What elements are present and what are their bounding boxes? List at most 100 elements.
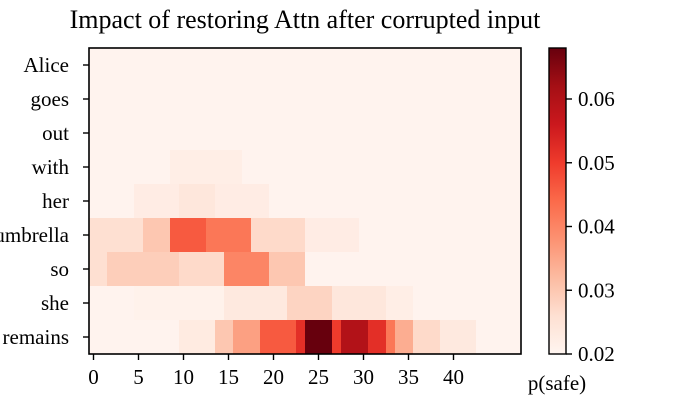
heatmap-cell xyxy=(323,116,333,151)
heatmap-cell xyxy=(251,150,261,185)
heatmap-cell xyxy=(485,48,495,83)
heatmap-cell xyxy=(197,150,207,185)
heatmap-cell xyxy=(332,252,342,287)
colorbar-tick-label: 0.03 xyxy=(578,278,615,302)
heatmap-cell xyxy=(161,116,171,151)
heatmap-cell xyxy=(179,48,189,83)
heatmap-cell xyxy=(170,252,180,287)
heatmap-cell xyxy=(476,116,486,151)
heatmap-cell xyxy=(296,286,306,321)
heatmap-cell xyxy=(233,252,243,287)
heatmap-cell xyxy=(233,82,243,117)
heatmap-cell xyxy=(359,286,369,321)
heatmap-cell xyxy=(125,218,135,253)
heatmap-cell xyxy=(296,48,306,83)
heatmap-cell xyxy=(332,320,342,354)
heatmap-cell xyxy=(377,48,387,83)
heatmap-cell xyxy=(170,150,180,185)
heatmap-cell xyxy=(179,184,189,219)
heatmap-cell xyxy=(305,252,315,287)
heatmap-cell xyxy=(278,82,288,117)
heatmap-cell xyxy=(512,320,521,354)
y-tick-label: umbrella xyxy=(0,223,70,247)
heatmap-cell xyxy=(350,184,360,219)
heatmap-cell xyxy=(440,218,450,253)
heatmap-cell xyxy=(170,184,180,219)
heatmap-cell xyxy=(431,184,441,219)
heatmap-cell xyxy=(350,218,360,253)
heatmap-cell xyxy=(233,320,243,354)
heatmap-cell xyxy=(404,82,414,117)
heatmap-cell xyxy=(287,82,297,117)
heatmap-cell xyxy=(143,116,153,151)
heatmap-cell xyxy=(368,320,378,354)
heatmap-cell xyxy=(305,184,315,219)
heatmap-cell xyxy=(341,82,351,117)
heatmap-cell xyxy=(251,286,261,321)
heatmap-cell xyxy=(404,48,414,83)
heatmap-cell xyxy=(314,48,324,83)
heatmap-cell xyxy=(494,252,504,287)
heatmap-cell xyxy=(143,184,153,219)
heatmap-cell xyxy=(404,320,414,354)
heatmap-cell xyxy=(260,48,270,83)
heatmap-cell xyxy=(251,48,261,83)
heatmap-cell xyxy=(251,252,261,287)
heatmap-cell xyxy=(170,116,180,151)
heatmap-cell xyxy=(242,252,252,287)
heatmap-cell xyxy=(170,82,180,117)
heatmap-cell xyxy=(161,286,171,321)
x-tick-label: 5 xyxy=(133,365,144,389)
heatmap-cell xyxy=(386,150,396,185)
heatmap-cell xyxy=(422,252,432,287)
heatmap-cell xyxy=(143,48,153,83)
heatmap-cell xyxy=(224,218,234,253)
heatmap-cell xyxy=(503,116,513,151)
heatmap-cell xyxy=(251,116,261,151)
heatmap-cell xyxy=(431,320,441,354)
heatmap-cell xyxy=(125,150,135,185)
colorbar-gradient xyxy=(548,47,567,355)
heatmap-cell xyxy=(404,184,414,219)
heatmap-cell xyxy=(242,320,252,354)
heatmap-cell xyxy=(233,286,243,321)
x-tick-label: 20 xyxy=(263,365,284,389)
heatmap-cell xyxy=(215,320,225,354)
heatmap-cell xyxy=(476,320,486,354)
heatmap-cell xyxy=(467,116,477,151)
heatmap-cell xyxy=(116,320,126,354)
heatmap-cell xyxy=(188,218,198,253)
heatmap-cell xyxy=(98,184,108,219)
heatmap-cell xyxy=(134,116,144,151)
heatmap-cell xyxy=(89,116,99,151)
heatmap-cell xyxy=(413,218,423,253)
heatmap-cells xyxy=(89,48,521,354)
heatmap-cell xyxy=(287,286,297,321)
heatmap-cell xyxy=(206,48,216,83)
heatmap-cell xyxy=(143,218,153,253)
heatmap-cell xyxy=(287,116,297,151)
heatmap-cell xyxy=(179,116,189,151)
heatmap-cell xyxy=(476,82,486,117)
y-tick-label: Alice xyxy=(24,53,69,77)
heatmap-cell xyxy=(305,150,315,185)
heatmap-cell xyxy=(341,286,351,321)
heatmap-cell xyxy=(395,218,405,253)
heatmap-cell xyxy=(395,116,405,151)
heatmap-cell xyxy=(350,82,360,117)
heatmap-cell xyxy=(152,218,162,253)
heatmap-cell xyxy=(260,252,270,287)
heatmap-cell xyxy=(386,218,396,253)
heatmap-cell xyxy=(116,150,126,185)
heatmap-cell xyxy=(107,252,117,287)
heatmap-cell xyxy=(404,150,414,185)
heatmap-cell xyxy=(377,286,387,321)
y-axis: Alice goes out with her umbrella so she remains xyxy=(0,53,89,349)
heatmap-cell xyxy=(224,150,234,185)
heatmap-cell xyxy=(134,252,144,287)
heatmap-cell xyxy=(107,184,117,219)
heatmap-cell xyxy=(377,218,387,253)
heatmap-cell xyxy=(224,116,234,151)
heatmap-cell xyxy=(350,48,360,83)
heatmap-cell xyxy=(377,150,387,185)
